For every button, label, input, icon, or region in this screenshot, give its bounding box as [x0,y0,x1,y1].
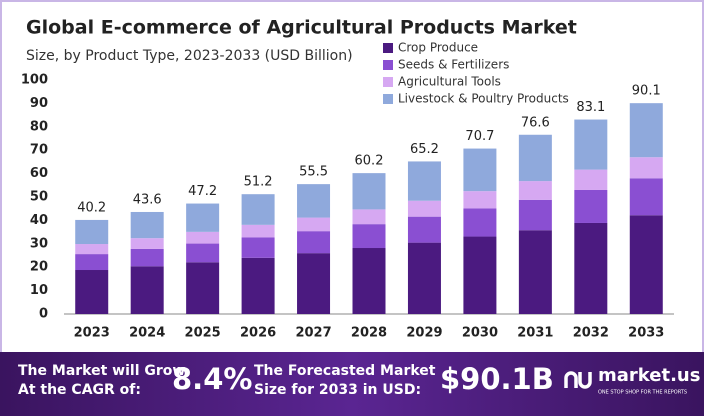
footer-band [0,352,704,416]
y-tick-label: 90 [30,96,48,111]
bar-segment [241,224,275,238]
total-label: 90.1 [632,84,661,99]
x-tick-label: 2031 [517,326,553,341]
x-tick-label: 2026 [240,326,276,341]
bar-segment [186,231,220,244]
bar-segment [130,266,164,314]
y-tick-label: 80 [30,119,48,134]
bar-segment [463,236,497,314]
total-label: 65.2 [410,142,439,157]
y-tick-label: 10 [30,283,48,298]
bar-segment [463,208,497,237]
y-tick-label: 50 [30,190,48,205]
bar-segment [574,222,608,314]
legend-swatch [383,43,393,53]
x-tick-label: 2032 [573,326,609,341]
bar-segment [352,209,386,225]
y-tick-label: 30 [30,236,48,251]
x-tick-label: 2029 [406,326,442,341]
bar-segment [297,231,331,254]
bar-segment [241,194,275,225]
bar-segment [352,248,386,314]
bar-segment [297,217,331,232]
total-label: 76.6 [521,115,550,130]
y-tick-label: 40 [30,213,48,228]
bar-segment [352,224,386,249]
brand-name: market.us [598,365,700,386]
y-tick-label: 100 [21,73,48,88]
bar-segment [629,178,663,216]
bar-segment [463,191,497,209]
x-tick-label: 2030 [462,326,498,341]
bar-segment [130,248,164,267]
y-tick-label: 0 [39,307,48,322]
legend-label: Seeds & Fertilizers [398,58,509,72]
bar-segment [75,270,109,314]
bar-segment [75,244,109,255]
bar-segment [352,173,386,210]
x-tick-label: 2025 [185,326,221,341]
legend-label: Livestock & Poultry Products [398,92,569,106]
bar-segment [574,119,608,170]
legend-swatch [383,60,393,70]
cagr-text: The Market will Grow [18,363,185,379]
forecast-text: The Forecasted Market [254,363,436,379]
y-tick-label: 20 [30,260,48,275]
x-tick-label: 2024 [129,326,165,341]
brand-tagline: ONE STOP SHOP FOR THE REPORTS [598,390,687,396]
bar-segment [407,200,441,217]
bar-segment [241,257,275,314]
bar-segment [75,254,109,271]
cagr-value: 8.4% [172,362,252,396]
bar-segment [407,242,441,314]
chart-title: Global E-commerce of Agricultural Produc… [26,17,577,39]
x-tick-label: 2023 [74,326,110,341]
bar-segment [574,189,608,223]
bar-segment [297,184,331,218]
bar-segment [518,181,552,200]
x-tick-label: 2033 [628,326,664,341]
x-tick-label: 2028 [351,326,387,341]
legend-swatch [383,94,393,104]
bar-segment [186,262,220,314]
bar-segment [629,157,663,179]
bar-segment [241,237,275,258]
bar-segment [518,134,552,182]
bar-segment [130,238,164,249]
brand-logo [564,371,592,389]
bar-segment [629,103,663,158]
bar-segment [186,243,220,263]
total-label: 55.5 [299,165,328,180]
bar-segment [574,169,608,190]
bar-segment [407,216,441,243]
bar-segment [297,253,331,314]
y-tick-label: 70 [30,143,48,158]
cagr-text: At the CAGR of: [18,382,141,398]
bar-segment [130,211,164,239]
x-tick-label: 2027 [295,326,331,341]
legend-swatch [383,77,393,87]
legend-label: Crop Produce [398,41,478,55]
bar-segment [518,230,552,314]
bar-segment [186,203,220,232]
total-label: 60.2 [355,154,384,169]
total-label: 40.2 [77,200,106,215]
bar-segment [629,215,663,314]
y-tick-label: 60 [30,166,48,181]
total-label: 83.1 [576,100,605,115]
legend-label: Agricultural Tools [398,75,501,89]
total-label: 51.2 [244,175,273,190]
bar-segment [518,199,552,231]
chart-subtitle: Size, by Product Type, 2023-2033 (USD Bi… [26,48,353,64]
total-label: 47.2 [188,184,217,199]
total-label: 70.7 [465,129,494,144]
total-label: 43.6 [133,192,162,207]
bar-segment [75,219,109,245]
forecast-text: Size for 2033 in USD: [254,382,421,398]
bar-segment [463,148,497,192]
bar-segment [407,161,441,201]
forecast-value: $90.1B [440,362,554,396]
